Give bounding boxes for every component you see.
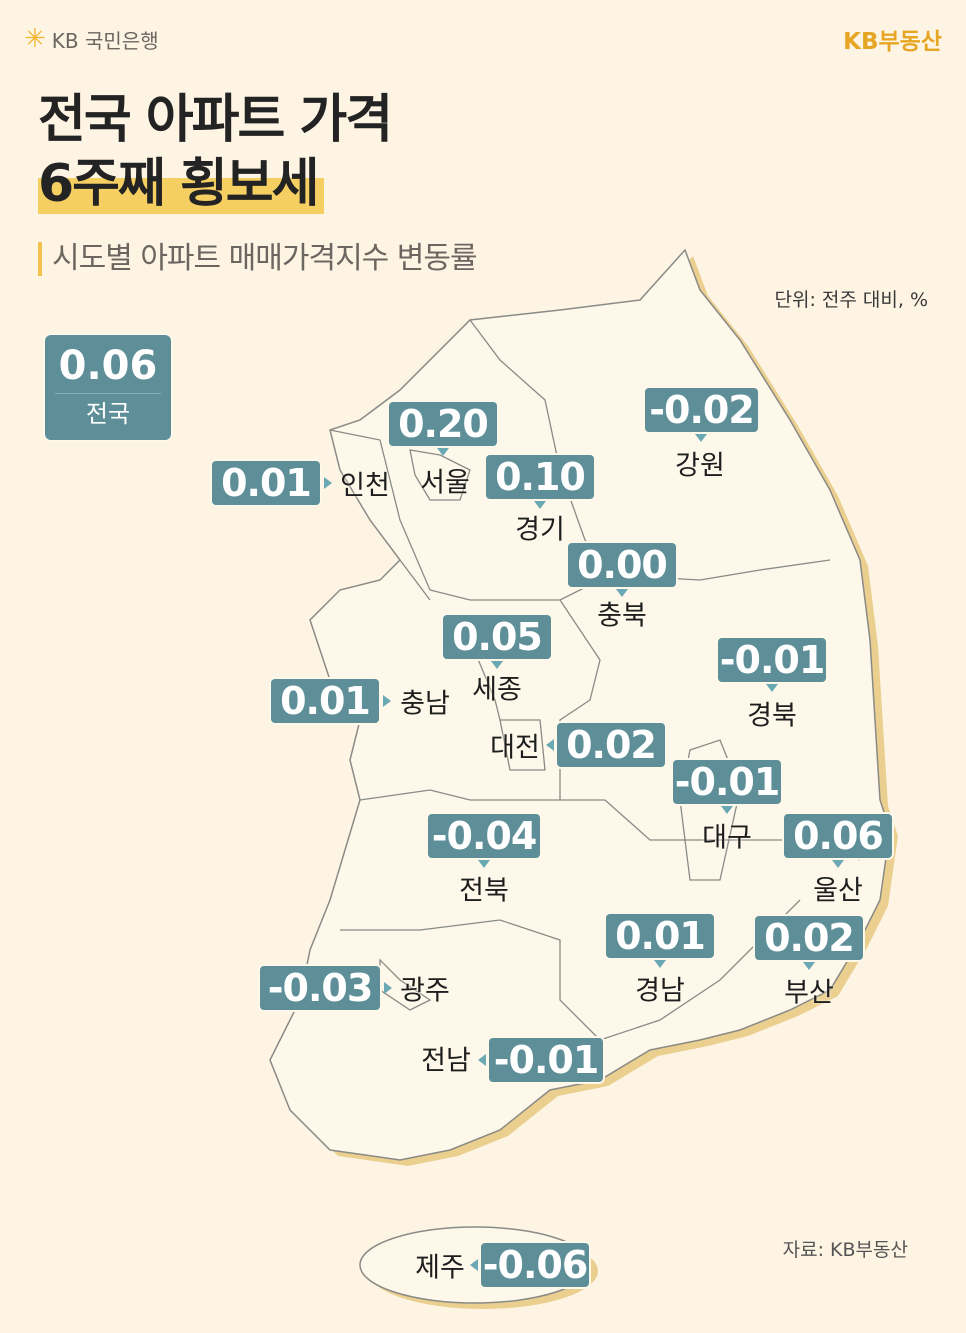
- region-name-chungnam: 충남: [400, 688, 450, 720]
- pointer-icon: [546, 739, 554, 751]
- region-value-jeju: -0.06: [481, 1243, 589, 1287]
- unit-note: 단위: 전주 대비, %: [774, 289, 929, 311]
- region-value-incheon: 0.01: [212, 461, 320, 505]
- pointer-icon: [654, 960, 666, 968]
- region-name-gyeongbuk: 경북: [747, 700, 797, 732]
- pointer-icon: [383, 695, 391, 707]
- region-name-sejong: 세종: [472, 674, 522, 706]
- source-note: 자료: KB부동산: [782, 1239, 908, 1261]
- region-name-busan: 부산: [784, 977, 834, 1009]
- pointer-icon: [803, 962, 815, 970]
- region-value-jeonbuk: -0.04: [428, 814, 540, 858]
- pointer-icon: [491, 661, 503, 669]
- map-land: [269, 248, 891, 1304]
- page-title: 전국 아파트 가격 6주째 횡보세: [38, 88, 393, 216]
- region-value-busan: 0.02: [755, 916, 863, 960]
- pointer-icon: [478, 860, 490, 868]
- region-name-daejeon: 대전: [490, 732, 540, 764]
- pointer-icon: [324, 477, 332, 489]
- region-name-ulsan: 울산: [813, 875, 863, 907]
- region-value-gyeonggi: 0.10: [486, 455, 594, 499]
- pointer-icon: [721, 806, 733, 814]
- title-line-2: 6주째 횡보세: [38, 154, 324, 214]
- region-value-jeonnam: -0.01: [489, 1038, 603, 1082]
- pointer-icon: [534, 501, 546, 509]
- region-value-daegu: -0.01: [673, 760, 781, 804]
- region-name-chungbuk: 충북: [597, 600, 647, 632]
- region-name-jeonbuk: 전북: [459, 875, 509, 907]
- pointer-icon: [384, 982, 392, 994]
- pointer-icon: [832, 860, 844, 868]
- region-value-seoul: 0.20: [389, 402, 497, 446]
- pointer-icon: [695, 434, 707, 442]
- national-label: 전국: [85, 400, 131, 428]
- region-value-gangwon: -0.02: [645, 388, 758, 432]
- region-value-gwangju: -0.03: [260, 966, 380, 1010]
- pointer-icon: [766, 684, 778, 692]
- pointer-icon: [478, 1054, 486, 1066]
- kb-star-icon: ✳: [24, 24, 46, 54]
- pointer-icon: [437, 448, 449, 456]
- title-line-1: 전국 아파트 가격: [38, 90, 393, 150]
- region-name-gwangju: 광주: [400, 975, 450, 1007]
- region-name-seoul: 서울: [420, 467, 470, 499]
- region-value-daejeon: 0.02: [557, 723, 665, 767]
- region-value-ulsan: 0.06: [784, 814, 892, 858]
- kb-real-estate-brand: KB부동산: [843, 29, 942, 55]
- kb-bank-logo: ✳ KB 국민은행: [24, 24, 159, 54]
- bank-logo-text: KB 국민은행: [51, 28, 159, 53]
- subtitle: 시도별 아파트 매매가격지수 변동률: [38, 242, 478, 276]
- national-value: 0.06: [55, 339, 161, 394]
- region-name-gyeonggi: 경기: [515, 514, 565, 546]
- region-value-gyeongbuk: -0.01: [718, 638, 826, 682]
- region-name-jeju: 제주: [415, 1252, 465, 1284]
- national-summary-card: 0.06 전국: [45, 335, 171, 440]
- region-name-gyeongnam: 경남: [635, 975, 685, 1007]
- pointer-icon: [470, 1259, 478, 1271]
- region-name-incheon: 인천: [340, 470, 390, 502]
- region-name-jeonnam: 전남: [421, 1045, 471, 1077]
- region-name-daegu: 대구: [702, 822, 752, 854]
- region-value-gyeongnam: 0.01: [606, 914, 714, 958]
- region-value-sejong: 0.05: [443, 615, 551, 659]
- region-value-chungnam: 0.01: [271, 679, 379, 723]
- region-name-gangwon: 강원: [675, 450, 725, 482]
- pointer-icon: [616, 589, 628, 597]
- region-value-chungbuk: 0.00: [568, 543, 676, 587]
